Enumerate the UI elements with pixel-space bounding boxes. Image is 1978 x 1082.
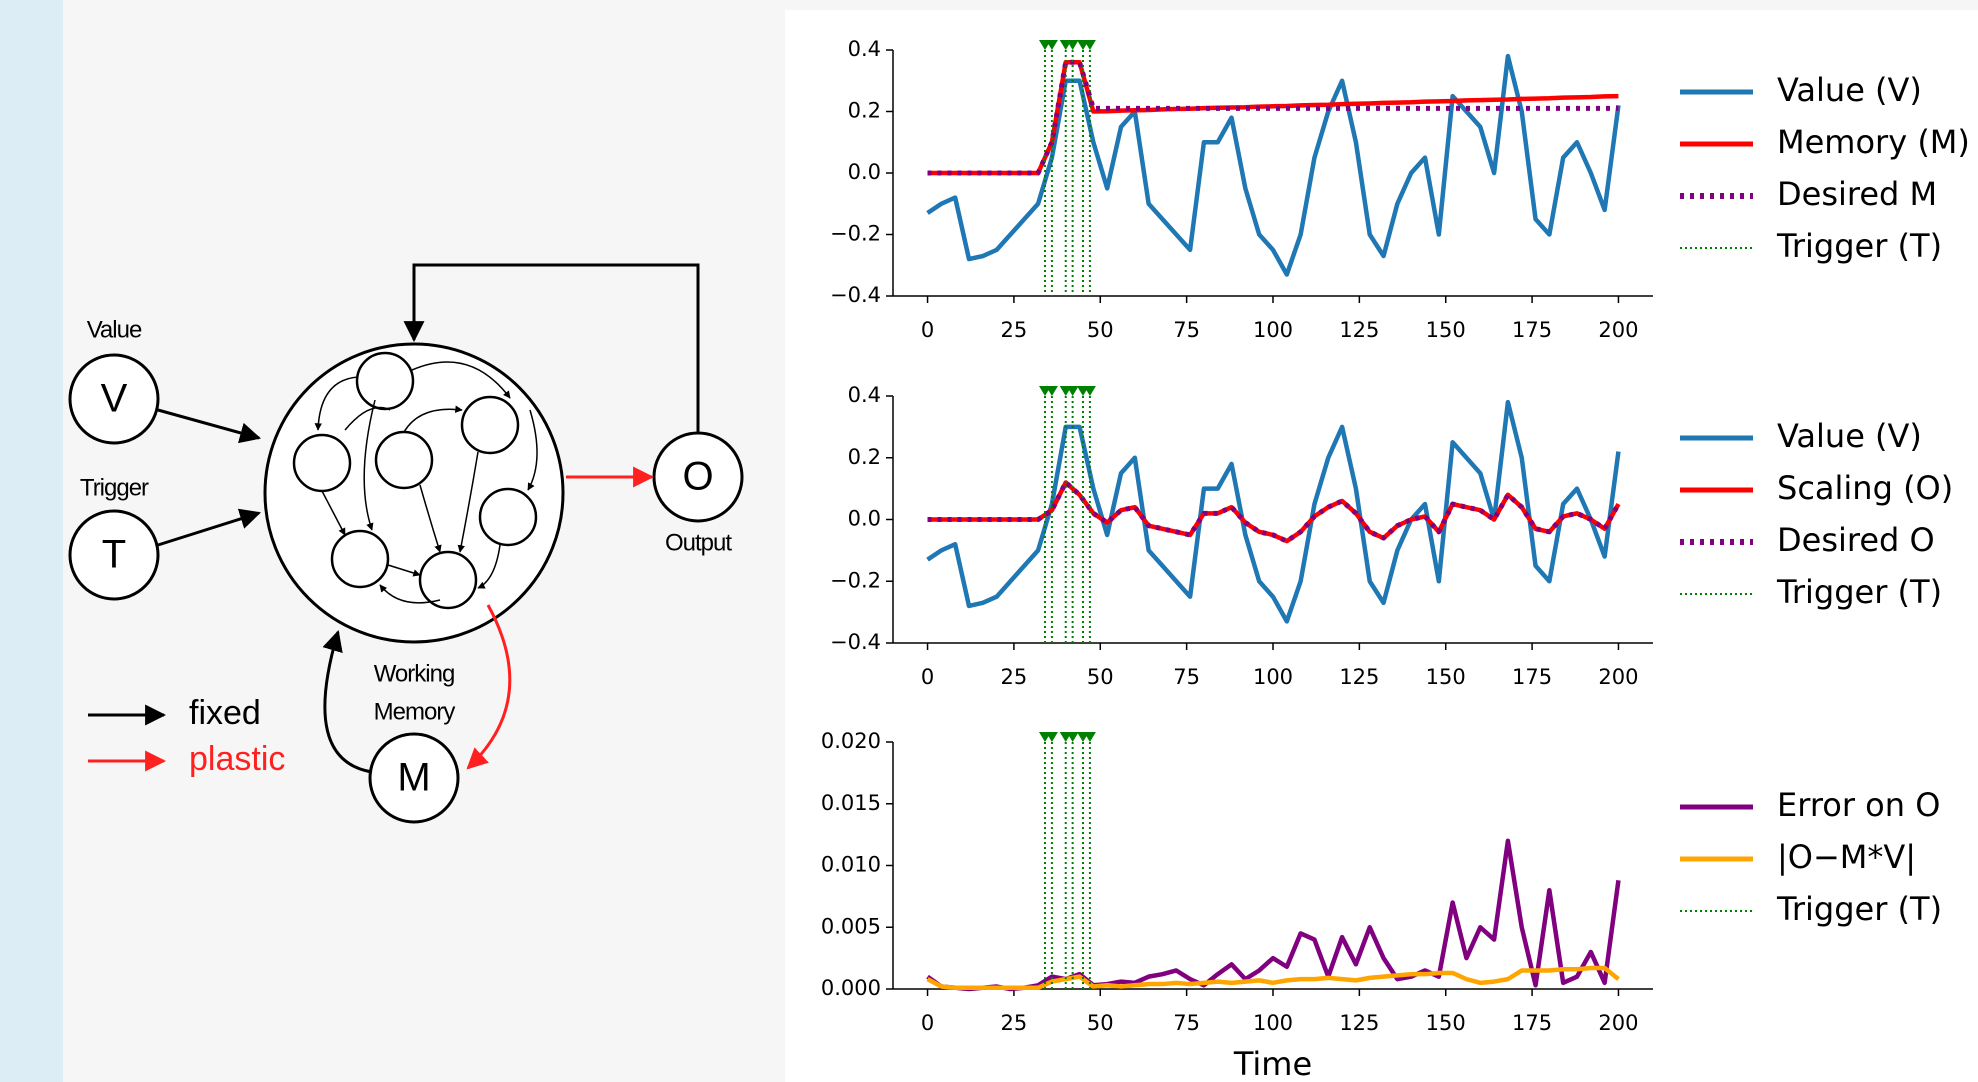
- x-tick-label: 200: [1598, 318, 1638, 342]
- x-tick-label: 50: [1087, 665, 1114, 689]
- node-letter: T: [102, 533, 126, 577]
- trigger-marker: [1083, 40, 1096, 50]
- x-axis-label: Time: [1233, 1045, 1312, 1082]
- y-tick-label: 0.000: [821, 976, 881, 1000]
- x-tick-label: 150: [1426, 665, 1466, 689]
- x-tick-label: 100: [1253, 665, 1293, 689]
- legend-label: Scaling (O): [1777, 469, 1953, 507]
- y-tick-label: 0.0: [848, 507, 881, 531]
- arrow-feedback: [403, 263, 700, 433]
- node-letter: V: [101, 377, 128, 421]
- x-tick-label: 125: [1339, 318, 1379, 342]
- inner-connections: [314, 361, 538, 604]
- x-tick-label: 75: [1173, 1011, 1200, 1035]
- y-tick-label: 0.005: [821, 914, 881, 938]
- trigger-marker: [1083, 732, 1096, 742]
- trigger-marker: [1045, 386, 1058, 396]
- x-tick-label: 0: [921, 318, 934, 342]
- x-tick-label: 100: [1253, 318, 1293, 342]
- x-tick-label: 125: [1339, 665, 1379, 689]
- node-letter: M: [397, 756, 430, 800]
- x-tick-label: 175: [1512, 665, 1552, 689]
- side-strip: [0, 0, 63, 1082]
- trigger-marker: [1066, 732, 1079, 742]
- x-tick-label: 125: [1339, 1011, 1379, 1035]
- series-line: [927, 59, 1619, 176]
- x-tick-label: 50: [1087, 318, 1114, 342]
- x-tick-label: 0: [921, 665, 934, 689]
- arrow-fixed: [157, 408, 262, 444]
- node-m: [368, 732, 460, 824]
- trigger-marker: [1066, 386, 1079, 396]
- node-label: Working: [374, 660, 455, 687]
- arrow-fixed: [322, 629, 373, 774]
- y-tick-label: 0.020: [821, 729, 881, 753]
- legend-label: Trigger (T): [1776, 227, 1942, 265]
- arrow-plastic: [466, 604, 512, 770]
- node-letter: O: [682, 455, 713, 499]
- y-tick-label: 0.2: [848, 99, 881, 123]
- y-tick-label: 0.0: [848, 160, 881, 184]
- legend-label: Memory (M): [1777, 123, 1970, 161]
- x-tick-label: 100: [1253, 1011, 1293, 1035]
- legend-plastic: plastic: [189, 740, 285, 778]
- trigger-marker: [1083, 386, 1096, 396]
- series-line: [926, 838, 1621, 992]
- y-tick-label: 0.4: [848, 37, 881, 61]
- node-label: Trigger: [80, 474, 149, 501]
- series-line: [927, 479, 1621, 544]
- x-tick-label: 150: [1426, 318, 1466, 342]
- inner-neurons: [292, 351, 538, 610]
- legend-label: Error on O: [1777, 786, 1940, 824]
- x-tick-label: 200: [1598, 665, 1638, 689]
- x-tick-label: 50: [1087, 1011, 1114, 1035]
- trigger-marker: [1045, 732, 1058, 742]
- node-label: Value: [87, 316, 142, 343]
- y-tick-label: 0.2: [848, 445, 881, 469]
- chart-panel: [785, 10, 1978, 1082]
- trigger-marker: [1045, 40, 1058, 50]
- legend-label: |O−M*V|: [1777, 838, 1916, 876]
- node-label: Output: [665, 529, 732, 556]
- y-tick-label: 0.4: [848, 383, 881, 407]
- diagram: V Value T Trigger O Output M Working Mem…: [68, 263, 744, 824]
- legend-label: Value (V): [1777, 71, 1922, 109]
- x-tick-label: 75: [1173, 318, 1200, 342]
- x-tick-label: 25: [1001, 665, 1028, 689]
- x-tick-label: 25: [1001, 1011, 1028, 1035]
- x-tick-label: 150: [1426, 1011, 1466, 1035]
- y-tick-label: −0.4: [830, 630, 881, 654]
- series-line: [926, 53, 1621, 277]
- y-tick-label: −0.4: [830, 283, 881, 307]
- y-tick-label: 0.010: [821, 853, 881, 877]
- legend-label: Trigger (T): [1776, 573, 1942, 611]
- y-tick-label: −0.2: [830, 568, 881, 592]
- legend-label: Desired O: [1777, 521, 1935, 559]
- legend-fixed: fixed: [189, 694, 261, 732]
- node-t: [68, 509, 160, 601]
- x-tick-label: 25: [1001, 318, 1028, 342]
- trigger-marker: [1066, 40, 1079, 50]
- node-v: [68, 353, 160, 445]
- legend-label: Value (V): [1777, 417, 1922, 455]
- legend-label: Trigger (T): [1776, 890, 1942, 928]
- y-tick-label: −0.2: [830, 222, 881, 246]
- series-line: [926, 399, 1621, 624]
- series-line: [926, 965, 1620, 991]
- arrow-fixed: [157, 508, 262, 547]
- x-tick-label: 0: [921, 1011, 934, 1035]
- y-tick-label: 0.015: [821, 791, 881, 815]
- node-label: Memory: [374, 698, 456, 725]
- x-tick-label: 175: [1512, 1011, 1552, 1035]
- legend-label: Desired M: [1777, 175, 1937, 213]
- x-tick-label: 175: [1512, 318, 1552, 342]
- x-tick-label: 75: [1173, 665, 1200, 689]
- x-tick-label: 200: [1598, 1011, 1638, 1035]
